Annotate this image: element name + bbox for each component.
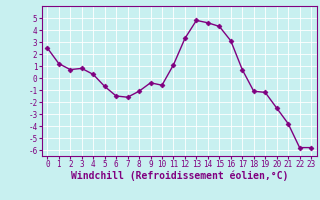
- X-axis label: Windchill (Refroidissement éolien,°C): Windchill (Refroidissement éolien,°C): [70, 171, 288, 181]
